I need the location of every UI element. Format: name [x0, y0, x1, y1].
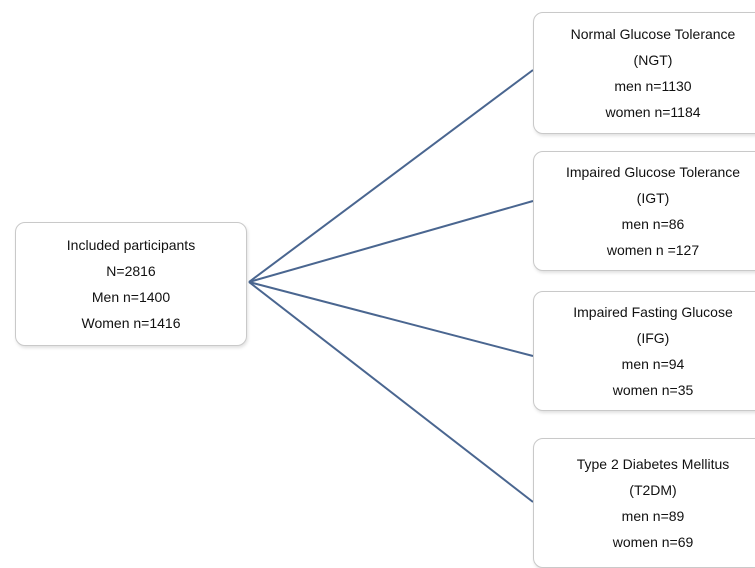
group-women: women n=35: [612, 382, 694, 398]
t2dm-box: Type 2 Diabetes Mellitus (T2DM) men n=89…: [533, 438, 755, 568]
included-participants-box: Included participants N=2816 Men n=1400 …: [15, 222, 247, 346]
ngt-box: Normal Glucose Tolerance (NGT) men n=113…: [533, 12, 755, 134]
group-men: men n=89: [621, 508, 685, 524]
group-men: men n=1130: [614, 78, 692, 94]
group-men: men n=86: [621, 216, 685, 232]
group-women: women n=1184: [605, 104, 701, 120]
connector-to-ngt: [248, 69, 534, 283]
connector-to-ifg: [248, 281, 534, 357]
group-women: women n=69: [612, 534, 694, 550]
group-abbr: (T2DM): [629, 482, 677, 498]
ifg-box: Impaired Fasting Glucose (IFG) men n=94 …: [533, 291, 755, 411]
igt-box: Impaired Glucose Tolerance (IGT) men n=8…: [533, 151, 755, 271]
root-title: Included participants: [66, 237, 196, 253]
connector-to-t2dm: [248, 281, 534, 503]
group-name: Impaired Fasting Glucose: [573, 304, 733, 320]
root-men: Men n=1400: [91, 289, 171, 305]
group-abbr: (IGT): [636, 190, 670, 206]
group-name: Normal Glucose Tolerance: [570, 26, 736, 42]
root-total: N=2816: [106, 263, 156, 279]
root-women: Women n=1416: [81, 315, 181, 331]
group-name: Type 2 Diabetes Mellitus: [576, 456, 730, 472]
group-men: men n=94: [621, 356, 685, 372]
group-women: women n =127: [606, 242, 700, 258]
group-name: Impaired Glucose Tolerance: [565, 164, 741, 180]
group-abbr: (IFG): [636, 330, 670, 346]
group-abbr: (NGT): [633, 52, 673, 68]
connector-to-igt: [248, 200, 534, 283]
